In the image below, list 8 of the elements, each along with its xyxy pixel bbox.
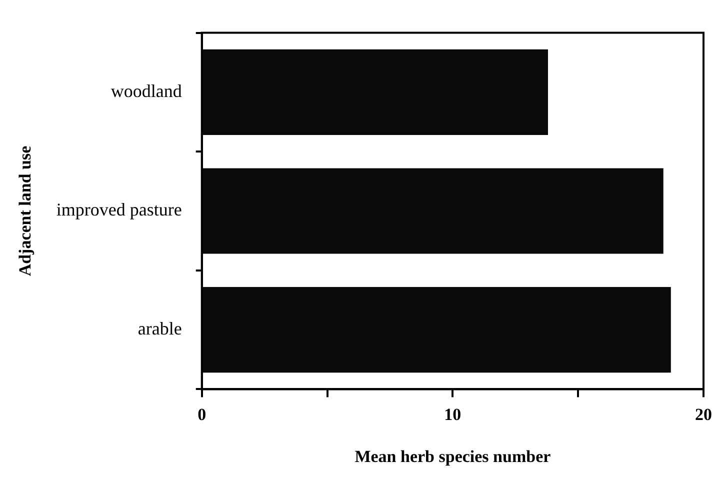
x-tick-label: 10 xyxy=(444,404,462,424)
x-tick-label: 0 xyxy=(198,404,206,424)
x-tick-label: 20 xyxy=(695,404,712,424)
y-axis-title: Adjacent land use xyxy=(16,145,35,276)
y-tick-label: woodland xyxy=(110,80,182,101)
x-axis-title: Mean herb species number xyxy=(354,447,552,466)
y-tick-label: improved pasture xyxy=(56,200,182,220)
y-tick-label: arable xyxy=(138,318,182,339)
